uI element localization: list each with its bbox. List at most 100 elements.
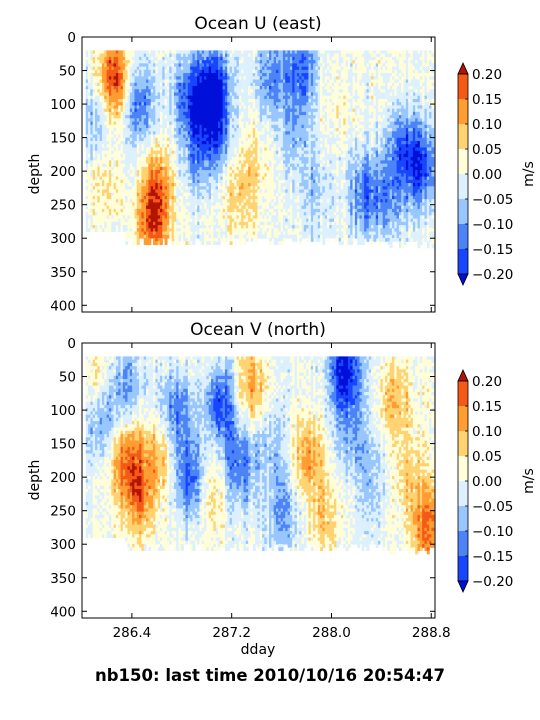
heatmap-cell [157, 60, 161, 64]
heatmap-cell [273, 63, 277, 68]
heatmap-cell [222, 128, 226, 132]
heatmap-cell [150, 98, 154, 103]
heatmap-cell [208, 118, 212, 123]
heatmap-cell [194, 170, 198, 174]
heatmap-cell [269, 60, 272, 64]
heatmap-cell [166, 157, 170, 161]
heatmap-cell [122, 131, 126, 136]
heatmap-cell [280, 108, 284, 113]
heatmap-cell [257, 183, 261, 187]
heatmap-cell [155, 157, 159, 161]
heatmap-cell [134, 124, 138, 129]
heatmap-cell [171, 170, 175, 174]
heatmap-cell [197, 85, 201, 90]
heatmap-cell [266, 128, 270, 132]
heatmap-cell [245, 202, 249, 207]
heatmap-cell [155, 121, 159, 126]
heatmap-cell [101, 221, 105, 226]
heatmap-cell [275, 186, 279, 191]
heatmap-cell [227, 205, 231, 210]
heatmap-cell [166, 73, 170, 77]
heatmap-cell [143, 137, 147, 142]
heatmap-cell [88, 118, 91, 123]
heatmap-cell [248, 176, 252, 181]
heatmap-cell [185, 176, 189, 181]
heatmap-cell [194, 160, 198, 165]
heatmap-cell [95, 124, 98, 129]
heatmap-cell [162, 221, 166, 226]
heatmap-cell [271, 192, 275, 197]
heatmap-cell [157, 124, 161, 129]
heatmap-cell [224, 115, 228, 119]
heatmap-cell [134, 160, 138, 165]
heatmap-cell [99, 60, 103, 64]
heatmap-cell [227, 60, 231, 64]
heatmap-cell [185, 234, 189, 239]
heatmap-cell [146, 147, 149, 152]
heatmap-cell [176, 231, 180, 236]
heatmap-cell [159, 212, 163, 216]
heatmap-cell [213, 166, 217, 171]
heatmap-cell [155, 60, 159, 64]
heatmap-cell [275, 163, 279, 168]
heatmap-cell [155, 192, 159, 197]
heatmap-cell [88, 176, 91, 181]
heatmap-cell [171, 166, 175, 171]
heatmap-cell [85, 215, 89, 220]
heatmap-cell [199, 118, 203, 123]
heatmap-cell [180, 205, 184, 210]
heatmap-cell [106, 166, 110, 171]
heatmap-cell [252, 111, 256, 116]
heatmap-cell [241, 82, 245, 87]
heatmap-cell [262, 215, 265, 220]
heatmap-cell [139, 111, 143, 116]
heatmap-cell [141, 170, 145, 174]
heatmap-cell [113, 121, 117, 126]
heatmap-cell [122, 163, 126, 168]
heatmap-cell [148, 73, 152, 77]
heatmap-cell [115, 212, 119, 216]
heatmap-cell [220, 215, 224, 220]
heatmap-cell [248, 221, 252, 226]
heatmap-cell [257, 225, 261, 229]
heatmap-cell [280, 153, 284, 158]
heatmap-cell [115, 221, 119, 226]
heatmap-cell [262, 134, 265, 139]
heatmap-cell [273, 121, 277, 126]
heatmap-cell [92, 183, 96, 187]
heatmap-cell [111, 183, 115, 187]
heatmap-cell [113, 189, 117, 194]
heatmap-cell [176, 108, 180, 113]
heatmap-cell [141, 134, 145, 139]
heatmap-cell [215, 134, 219, 139]
heatmap-cell [197, 183, 201, 187]
heatmap-cell [113, 176, 117, 181]
heatmap-cell [275, 192, 279, 197]
heatmap-cell [273, 205, 277, 210]
heatmap-cell [90, 118, 94, 123]
heatmap-cell [220, 160, 224, 165]
heatmap-cell [229, 63, 233, 68]
heatmap-cell [99, 115, 103, 119]
heatmap-cell [211, 157, 214, 161]
heatmap-cell [257, 173, 261, 178]
heatmap-cell [208, 60, 212, 64]
heatmap-cell [250, 231, 254, 236]
heatmap-cell [257, 92, 261, 97]
heatmap-cell [229, 195, 233, 200]
heatmap-cell [185, 82, 189, 87]
heatmap-cell [150, 79, 154, 84]
heatmap-cell [95, 153, 98, 158]
heatmap-cell [134, 195, 138, 200]
heatmap-cell [99, 124, 103, 129]
heatmap-cell [194, 63, 198, 68]
heatmap-cell [183, 228, 187, 233]
heatmap-cell [115, 63, 119, 68]
heatmap-cell [275, 85, 279, 90]
heatmap-cell [127, 134, 131, 139]
heatmap-cell [231, 231, 235, 236]
heatmap-cell [220, 195, 224, 200]
heatmap-cell [224, 202, 228, 207]
heatmap-cell [99, 160, 103, 165]
heatmap-cell [97, 121, 101, 126]
